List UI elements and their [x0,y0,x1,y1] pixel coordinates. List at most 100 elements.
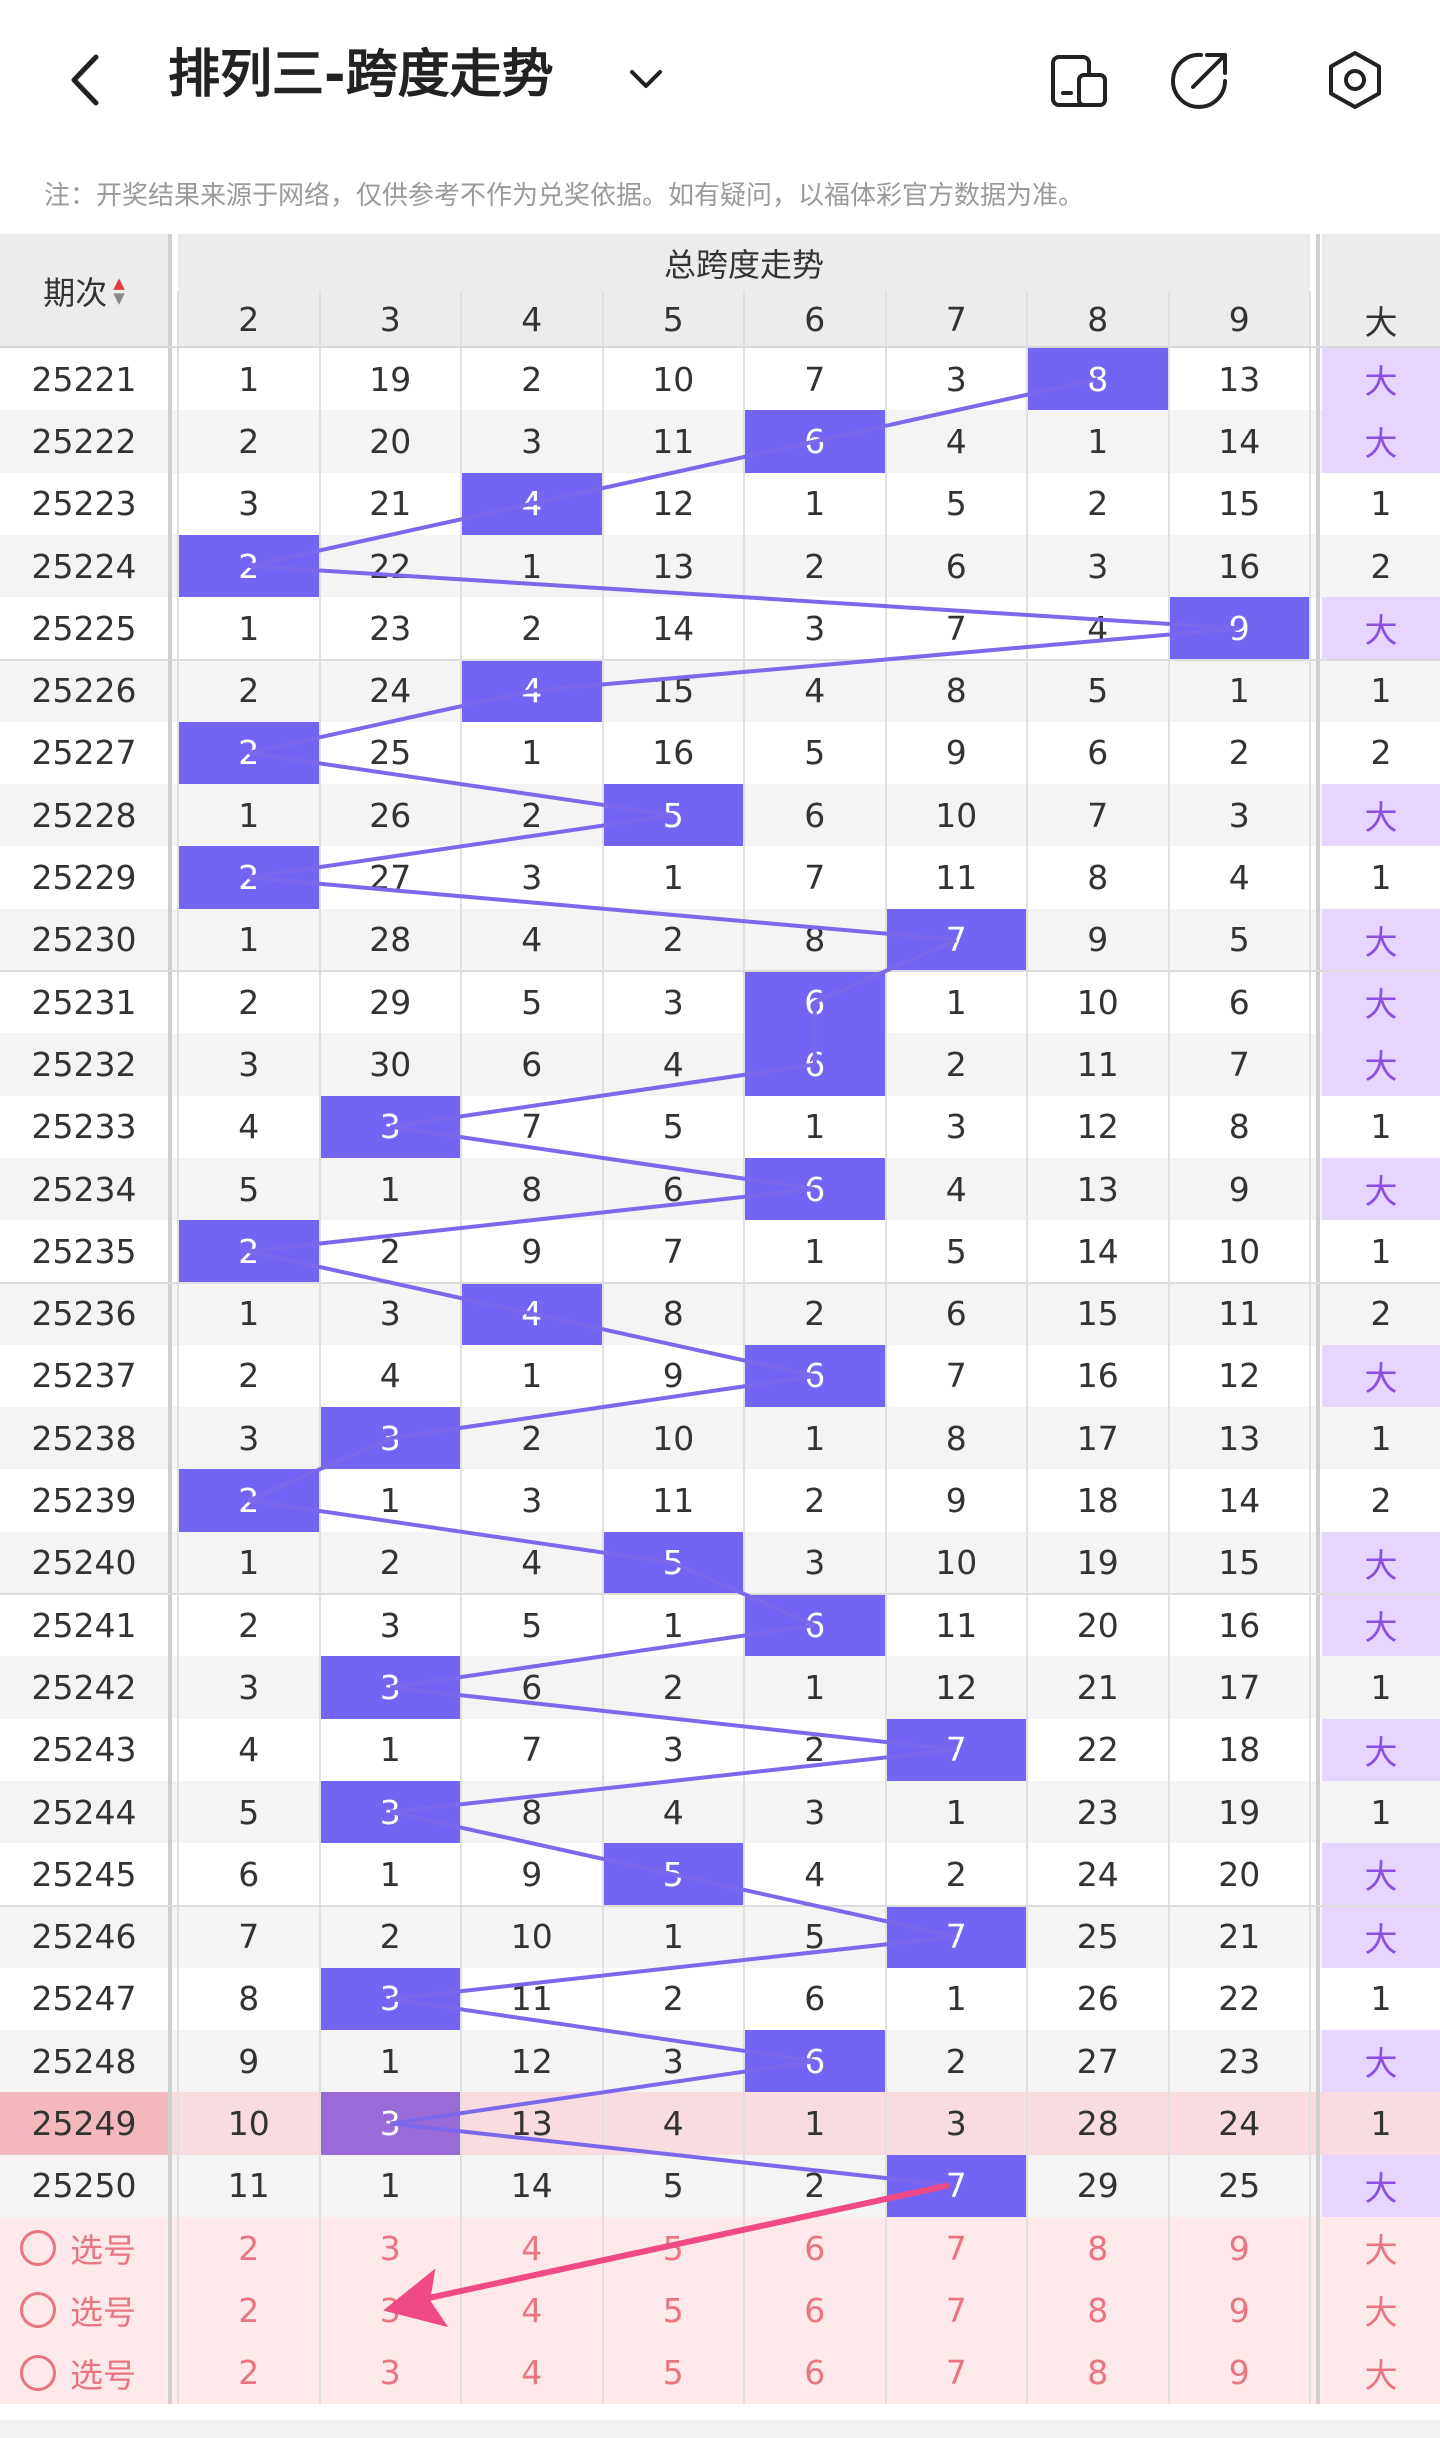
back-arrow-icon[interactable] [52,45,122,115]
select-number[interactable]: 8 [1087,2290,1109,2330]
select-extra[interactable]: 大 [1364,2231,1398,2271]
select-number[interactable]: 2 [238,2290,260,2330]
select-number[interactable]: 5 [662,2353,684,2393]
big-badge: 大 [1322,1905,1440,1968]
share-icon[interactable] [1165,45,1235,115]
span-cell: 10 [1218,1231,1261,1271]
column-header: 2 [238,300,260,339]
select-number[interactable]: 7 [945,2228,967,2268]
select-number[interactable]: 4 [521,2353,543,2393]
extra-divider [1316,234,1320,2404]
select-number[interactable]: 8 [1087,2228,1109,2268]
span-cell: 5 [804,733,826,773]
span-cell: 2 [945,2041,967,2081]
span-cell: 3 [521,858,543,898]
select-number[interactable]: 3 [379,2353,401,2393]
span-cell: 14 [1218,1481,1261,1521]
select-extra[interactable]: 大 [1364,2293,1398,2333]
span-cell: 12 [935,1667,978,1707]
select-number[interactable]: 9 [1228,2353,1250,2393]
span-cell: 2 [238,982,260,1022]
span-cell: 7 [521,1107,543,1147]
span-cell: 14 [652,608,695,648]
select-number[interactable]: 9 [1228,2290,1250,2330]
select-number[interactable]: 7 [945,2290,967,2330]
span-cell: 16 [652,733,695,773]
span-cell: 1 [521,733,543,773]
extra-value: 1 [1370,1231,1392,1271]
span-cell: 7 [238,1917,260,1957]
span-cell: 1 [804,1418,826,1458]
span-hit-cell: 5 [602,1531,744,1594]
span-hit-cell: 6 [744,410,886,473]
span-cell: 6 [238,1854,260,1894]
select-row-toggle[interactable]: 选号 [0,2279,168,2341]
select-number[interactable]: 2 [238,2228,260,2268]
span-hit-cell: 6 [744,1344,886,1408]
radio-circle-icon[interactable] [20,2354,56,2391]
select-number[interactable]: 6 [804,2228,826,2268]
span-hit-cell: 2 [178,721,320,785]
span-cell: 8 [945,671,967,711]
group-separator [0,658,1440,661]
span-cell: 2 [521,608,543,648]
span-cell: 3 [945,2104,967,2144]
chevron-down-icon[interactable] [616,50,676,110]
span-cell: 13 [1218,1418,1261,1458]
span-cell: 3 [804,608,826,648]
span-cell: 1 [238,359,260,399]
big-badge: 大 [1322,1531,1440,1594]
span-cell: 24 [1218,2104,1261,2144]
select-number[interactable]: 2 [238,2353,260,2393]
select-number[interactable]: 4 [521,2290,543,2330]
select-number[interactable]: 4 [521,2228,543,2268]
group-separator [0,1281,1440,1284]
big-badge: 大 [1322,1718,1440,1781]
span-cell: 1 [379,2041,401,2081]
select-number[interactable]: 5 [662,2228,684,2268]
span-cell: 22 [1076,1730,1119,1770]
radio-circle-icon[interactable] [20,2230,56,2267]
select-number[interactable]: 7 [945,2353,967,2393]
radio-circle-icon[interactable] [20,2292,56,2329]
big-badge: 大 [1322,348,1440,411]
select-row-toggle[interactable]: 选号 [0,2217,168,2279]
span-cell: 2 [1087,484,1109,524]
span-cell: 4 [662,2104,684,2144]
column-divider [743,291,745,2404]
select-number[interactable]: 3 [379,2228,401,2268]
select-number[interactable]: 9 [1228,2228,1250,2268]
span-cell: 15 [1218,1543,1261,1583]
span-cell: 11 [935,1605,978,1645]
settings-icon[interactable] [1320,45,1390,115]
select-extra[interactable]: 大 [1364,2355,1398,2395]
span-cell: 11 [227,2166,270,2206]
span-cell: 14 [510,2166,553,2206]
span-cell: 26 [1076,1979,1119,2019]
span-cell: 2 [521,795,543,835]
span-cell: 8 [1228,1107,1250,1147]
issue-number: 25229 [31,858,137,898]
span-cell: 15 [1218,484,1261,524]
extra-value: 2 [1370,1481,1392,1521]
span-hit-cell: 7 [885,1718,1027,1781]
column-header: 9 [1228,300,1250,339]
span-cell: 4 [1087,608,1109,648]
span-cell: 30 [369,1044,412,1084]
table-row [0,971,1440,1034]
select-number[interactable]: 8 [1087,2353,1109,2393]
select-number[interactable]: 5 [662,2290,684,2330]
select-number[interactable]: 3 [379,2290,401,2330]
issue-header[interactable]: 期次 ▲ ▼ [0,234,168,348]
group-separator [0,970,1440,972]
span-cell: 1 [379,1481,401,1521]
extra-value: 2 [1370,733,1392,773]
big-badge: 大 [1322,597,1440,660]
device-icon[interactable] [1045,45,1115,115]
span-cell: 5 [238,1792,260,1832]
select-number[interactable]: 6 [804,2290,826,2330]
select-row-toggle[interactable]: 选号 [0,2342,168,2404]
span-cell: 29 [369,982,412,1022]
span-cell: 9 [1228,1169,1250,1209]
select-number[interactable]: 6 [804,2353,826,2393]
